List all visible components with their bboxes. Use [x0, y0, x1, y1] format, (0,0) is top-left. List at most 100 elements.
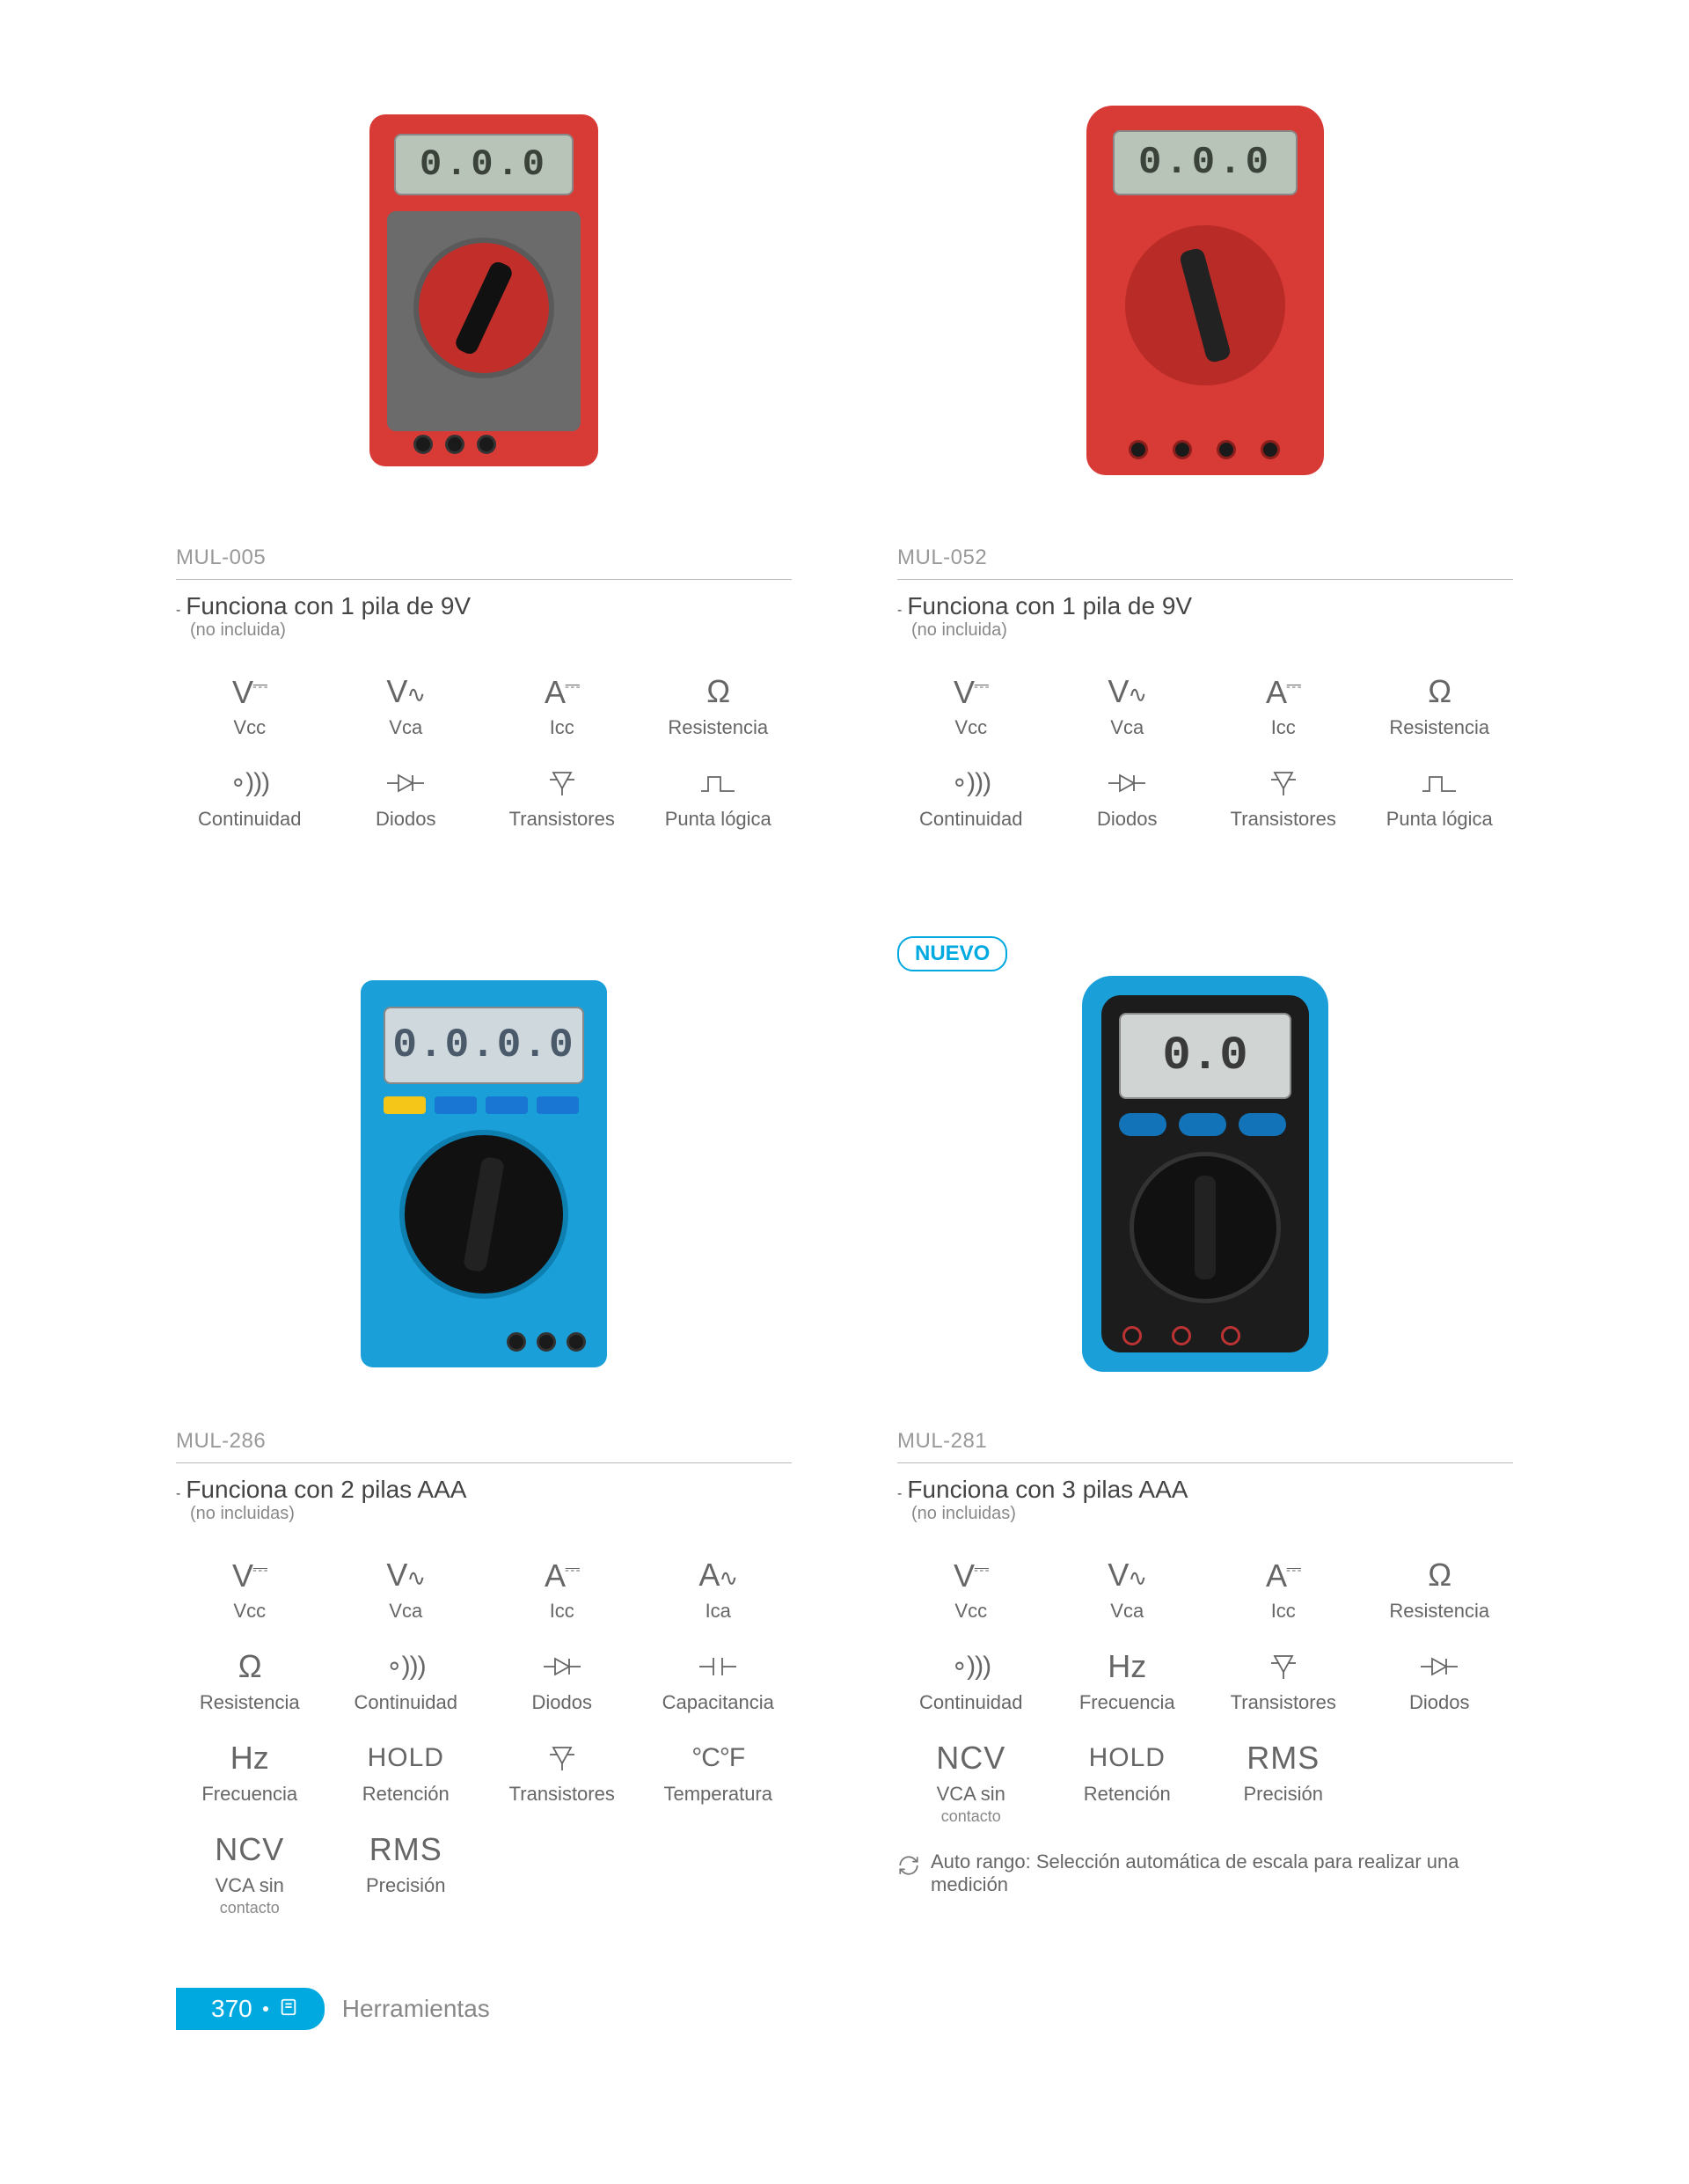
feature-punta_logica: Punta lógica — [1366, 764, 1514, 831]
icc-icon: A⎓ — [545, 1556, 580, 1594]
feature-frecuencia: HzFrecuencia — [1054, 1647, 1202, 1714]
diodos-icon — [1417, 1647, 1461, 1686]
ica-icon: A∿ — [698, 1556, 737, 1594]
feature-grid: V⎓VccV∿VcaA⎓IccΩResistencia∘)))Continuid… — [897, 672, 1513, 831]
resistencia-icon: Ω — [1428, 1556, 1451, 1594]
feature-retencion: HOLDRetención — [333, 1739, 480, 1806]
product-image: 0.0.0 — [897, 53, 1513, 528]
feature-vca: V∿Vca — [1054, 1556, 1202, 1623]
product-note: -Funciona con 1 pila de 9V (no incluida) — [897, 592, 1513, 641]
feature-diodos: Diodos — [333, 764, 480, 831]
catalog-icon — [279, 1995, 298, 2023]
continuidad-icon: ∘))) — [230, 764, 269, 803]
icc-icon: A⎓ — [1266, 672, 1301, 711]
diodos-icon — [540, 1647, 584, 1686]
rotary-dial — [1130, 1152, 1281, 1303]
rotary-dial — [399, 1130, 568, 1299]
product-sku: MUL-005 — [176, 546, 792, 580]
feature-continuidad: ∘)))Continuidad — [897, 1647, 1045, 1714]
product-card: 0.0.0.0 MUL-286 -Funciona con 2 pilas AA… — [176, 936, 792, 1917]
feature-temperatura: °C°FTemperatura — [645, 1739, 793, 1806]
rotary-dial — [413, 238, 554, 378]
retencion-icon: HOLD — [1089, 1739, 1166, 1777]
product-card: 0.0.0 MUL-052 -Funciona con 1 pila de 9V… — [897, 53, 1513, 831]
product-sku: MUL-052 — [897, 546, 1513, 580]
product-card: 0.0.0 MUL-005 -Funciona con 1 pila de 9V… — [176, 53, 792, 831]
feature-vcc: V⎓Vcc — [897, 672, 1045, 739]
product-image: 0.0.0.0 — [176, 936, 792, 1411]
lcd-display: 0.0.0.0 — [384, 1007, 584, 1084]
feature-resistencia: ΩResistencia — [645, 672, 793, 739]
product-sku: MUL-286 — [176, 1429, 792, 1463]
lcd-display: 0.0 — [1119, 1013, 1291, 1099]
vca-icon: V∿ — [1108, 1556, 1146, 1594]
feature-diodos: Diodos — [1366, 1647, 1514, 1714]
vcc-icon: V⎓ — [954, 1556, 989, 1594]
feature-grid: V⎓VccV∿VcaA⎓IccΩResistencia∘)))Continuid… — [897, 1556, 1513, 1826]
product-grid: 0.0.0 MUL-005 -Funciona con 1 pila de 9V… — [176, 53, 1513, 1917]
feature-capacitancia: Capacitancia — [645, 1647, 793, 1714]
lcd-display: 0.0.0 — [1113, 130, 1298, 195]
continuidad-icon: ∘))) — [951, 764, 991, 803]
multimeter-illustration: 0.0.0 — [369, 114, 598, 466]
rms-icon: RMS — [1247, 1739, 1320, 1777]
temperatura-icon: °C°F — [691, 1739, 744, 1777]
product-note: -Funciona con 1 pila de 9V (no incluida) — [176, 592, 792, 641]
feature-continuidad: ∘)))Continuidad — [897, 764, 1045, 831]
feature-ica: A∿Ica — [645, 1556, 793, 1623]
feature-ncv: NCVVCA sincontacto — [897, 1739, 1045, 1826]
punta_logica-icon — [696, 764, 740, 803]
transistores-icon — [1266, 1647, 1301, 1686]
feature-vcc: V⎓Vcc — [176, 672, 324, 739]
transistores-icon — [545, 764, 580, 803]
resistencia-icon: Ω — [238, 1647, 261, 1686]
feature-transistores: Transistores — [488, 1739, 636, 1806]
feature-transistores: Transistores — [1210, 1647, 1357, 1714]
product-image: 0.0.0 — [176, 53, 792, 528]
vcc-icon: V⎓ — [232, 1556, 267, 1594]
retencion-icon: HOLD — [368, 1739, 444, 1777]
nuevo-badge: NUEVO — [897, 936, 1007, 971]
diodos-icon — [1105, 764, 1149, 803]
feature-continuidad: ∘)))Continuidad — [333, 1647, 480, 1714]
feature-diodos: Diodos — [488, 1647, 636, 1714]
icc-icon: A⎓ — [545, 672, 580, 711]
multimeter-illustration: 0.0.0.0 — [361, 980, 607, 1367]
feature-punta_logica: Punta lógica — [645, 764, 793, 831]
feature-resistencia: ΩResistencia — [1366, 1556, 1514, 1623]
frecuencia-icon: Hz — [230, 1739, 269, 1777]
product-sku: MUL-281 — [897, 1429, 1513, 1463]
transistores-icon — [545, 1739, 580, 1777]
transistores-icon — [1266, 764, 1301, 803]
feature-icc: A⎓Icc — [1210, 672, 1357, 739]
feature-icc: A⎓Icc — [488, 1556, 636, 1623]
continuidad-icon: ∘))) — [386, 1647, 426, 1686]
feature-vca: V∿Vca — [333, 1556, 480, 1623]
resistencia-icon: Ω — [706, 672, 729, 711]
vcc-icon: V⎓ — [232, 672, 267, 711]
multimeter-illustration: 0.0 — [1082, 976, 1328, 1372]
feature-vca: V∿Vca — [333, 672, 480, 739]
product-card: NUEVO 0.0 MUL-281 -Funciona con 3 pilas … — [897, 936, 1513, 1917]
feature-resistencia: ΩResistencia — [1366, 672, 1514, 739]
feature-vcc: V⎓Vcc — [176, 1556, 324, 1623]
feature-transistores: Transistores — [1210, 764, 1357, 831]
feature-grid: V⎓VccV∿VcaA⎓IccA∿Ica ΩResistencia∘)))Cont… — [176, 1556, 792, 1917]
feature-grid: V⎓VccV∿VcaA⎓IccΩResistencia∘)))Continuid… — [176, 672, 792, 831]
feature-ncv: NCVVCA sincontacto — [176, 1830, 324, 1917]
vca-icon: V∿ — [1108, 672, 1146, 711]
feature-retencion: HOLDRetención — [1054, 1739, 1202, 1826]
product-image: NUEVO 0.0 — [897, 936, 1513, 1411]
ncv-icon: NCV — [936, 1739, 1005, 1777]
rms-icon: RMS — [369, 1830, 442, 1869]
lcd-display: 0.0.0 — [394, 134, 574, 195]
feature-resistencia: ΩResistencia — [176, 1647, 324, 1714]
page-number: 370 — [211, 1995, 252, 2023]
rotary-dial — [1120, 220, 1291, 391]
autorange-note: Auto rango: Selección automática de esca… — [897, 1851, 1513, 1896]
resistencia-icon: Ω — [1428, 672, 1451, 711]
feature-rms: RMSPrecisión — [1210, 1739, 1357, 1826]
continuidad-icon: ∘))) — [951, 1647, 991, 1686]
vcc-icon: V⎓ — [954, 672, 989, 711]
section-label: Herramientas — [342, 1995, 490, 2023]
